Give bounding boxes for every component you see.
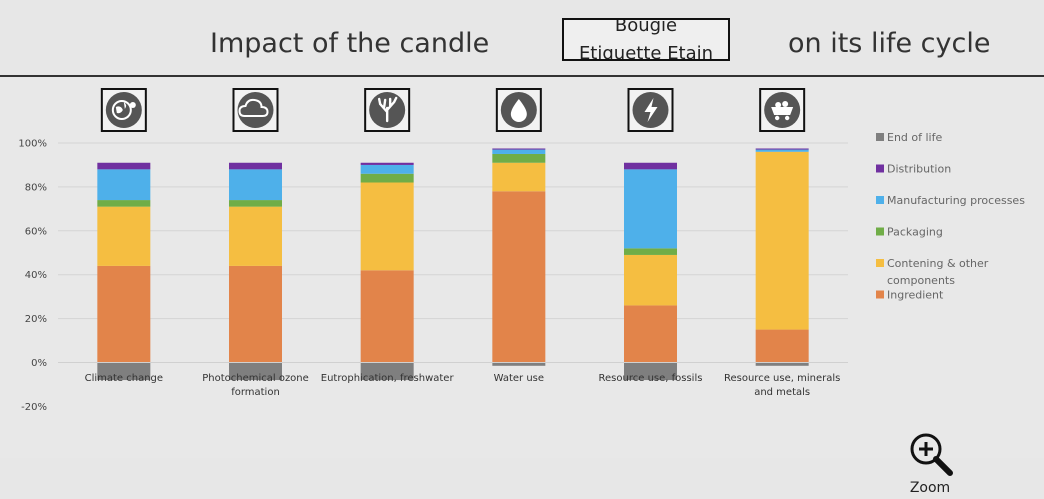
bar-segment <box>624 254 677 306</box>
bar-segment-negative <box>229 362 282 381</box>
category-label: Water use <box>494 373 544 384</box>
category-label: Photochemical ozone <box>202 373 309 384</box>
cloud-icon <box>237 92 274 128</box>
bar-segment-negative <box>360 362 414 381</box>
legend-swatch <box>876 196 884 204</box>
legend-label: Contening & other <box>887 257 989 270</box>
header-divider <box>0 75 1044 77</box>
mine-cart-icon-wheel <box>784 115 790 121</box>
bar-segment <box>97 162 151 170</box>
bar-segment-negative <box>755 362 809 366</box>
bar-segment <box>624 162 677 170</box>
legend-label: Distribution <box>887 163 951 176</box>
bar-segment <box>360 164 414 174</box>
category-label: Resource use, fossils <box>599 373 703 384</box>
category-label: Resource use, minerals <box>724 373 840 384</box>
bar-segment-negative <box>624 362 677 381</box>
category-label: and metals <box>754 387 810 398</box>
y-tick-label: -20% <box>21 402 47 413</box>
bar-segment <box>624 169 677 249</box>
y-tick-label: 0% <box>31 358 47 369</box>
bar-segment <box>97 206 151 266</box>
bar-segment <box>229 265 282 363</box>
bar-segment <box>360 173 414 183</box>
legend-swatch <box>876 133 884 141</box>
bar-segment <box>492 149 546 154</box>
chart-header: Impact of the candle Bougie Etiquette Et… <box>0 0 1044 75</box>
bar-segment <box>360 162 414 165</box>
product-name-line2: Etiquette Etain <box>578 43 714 61</box>
category-label: Climate change <box>85 373 163 384</box>
y-tick-label: 20% <box>25 314 47 325</box>
globe-icon-land <box>115 102 127 114</box>
title-right: on its life cycle <box>788 28 991 59</box>
bar-segment <box>755 148 809 150</box>
zoom-in-icon <box>910 433 953 476</box>
bar-segment <box>624 305 677 363</box>
bar-segment <box>360 182 414 271</box>
mine-cart-icon-body <box>771 107 794 115</box>
cloud-icon-shape <box>238 98 269 117</box>
bar-segment <box>755 329 809 363</box>
legend-label: Packaging <box>887 226 943 239</box>
bar-segment <box>492 153 546 163</box>
bar-segment <box>755 149 809 152</box>
title-left: Impact of the candle <box>210 28 490 59</box>
product-selector[interactable]: Bougie Etiquette Etain <box>562 18 730 61</box>
legend-swatch <box>876 227 884 236</box>
zoom-button[interactable]: Zoom <box>900 429 960 499</box>
bar-segment <box>229 169 282 201</box>
legend-swatch <box>876 290 884 299</box>
y-tick-label: 80% <box>25 182 47 193</box>
lightning-icon-bolt <box>644 98 658 122</box>
mine-cart-icon-ore <box>782 101 789 107</box>
bar-segment <box>492 191 546 363</box>
bar-segment <box>229 206 282 266</box>
category-label: Eutrophication, freshwater <box>321 373 455 384</box>
bar-segment-negative <box>492 362 546 366</box>
legend-label: Manufacturing processes <box>887 194 1025 207</box>
bar-segment <box>360 270 414 363</box>
legend-swatch <box>876 259 884 267</box>
y-tick-label: 100% <box>18 139 47 150</box>
water-drop-icon-shape <box>510 99 527 122</box>
zoom-label: Zoom <box>909 480 951 496</box>
bar-segment <box>229 162 282 170</box>
globe-icon-outline <box>111 100 132 120</box>
mine-cart-icon-wheel <box>774 115 780 121</box>
legend-label: End of life <box>887 131 942 144</box>
mine-cart-icon-ore <box>775 102 782 108</box>
bar-segment <box>492 148 546 150</box>
bar-segment <box>97 200 151 207</box>
coral-icon-branches <box>377 96 398 123</box>
bar-segment <box>624 248 677 255</box>
bar-segment <box>492 162 546 192</box>
bar-segment <box>229 200 282 207</box>
bar-segment <box>755 151 809 330</box>
bar-segment-negative <box>97 362 151 381</box>
category-label: formation <box>231 387 280 398</box>
legend-label: components <box>887 274 955 287</box>
legend-swatch <box>876 164 884 173</box>
globe-icon <box>105 92 142 128</box>
y-tick-label: 40% <box>25 270 47 281</box>
impact-chart: 100% 80% 60% 40% 20% 0% -20% Climate change Phot… <box>18 88 1025 413</box>
legend-label: Ingredient <box>887 289 944 302</box>
chart-panel: 100% 80% 60% 40% 20% 0% -20% Climate change Phot… <box>0 77 1044 496</box>
product-name-line1: Bougie <box>614 18 678 36</box>
y-tick-label: 60% <box>25 226 47 237</box>
bar-segment <box>97 265 151 363</box>
bar-segment <box>97 169 151 201</box>
globe-icon-sun <box>129 102 136 108</box>
